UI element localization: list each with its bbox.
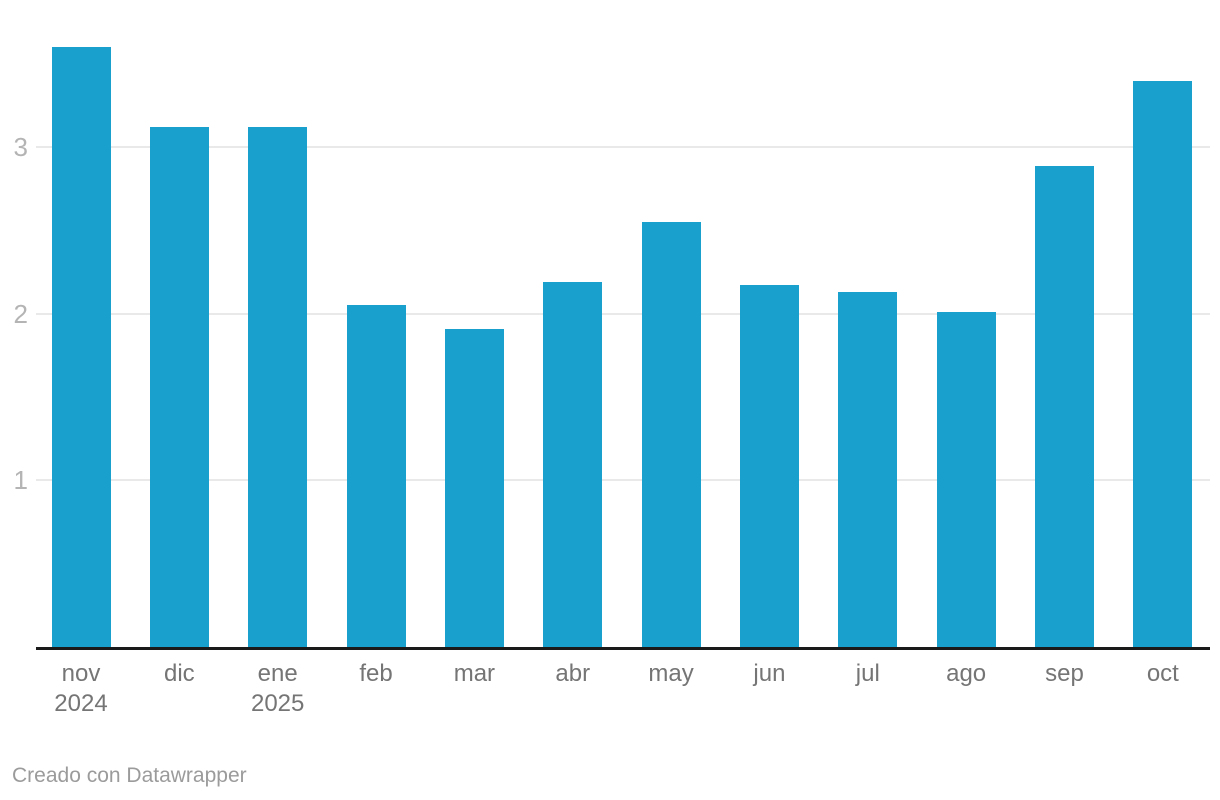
x-axis-tick-label: mar: [404, 659, 544, 689]
bar-abr[interactable]: [543, 282, 603, 647]
bar-ago[interactable]: [936, 312, 996, 647]
year-label: 2025: [250, 690, 305, 717]
bar-chart: 1 2 3 nov 2024 dic ene 2025 feb mar abr may jun jul ag…: [11, 47, 1220, 719]
datawrapper-attribution: Creado con Datawrapper: [12, 764, 247, 787]
x-axis-baseline: [36, 647, 1210, 650]
bar-feb[interactable]: [346, 305, 406, 647]
bar-dic[interactable]: [149, 127, 209, 647]
x-axis-tick-label: sep: [995, 659, 1135, 689]
x-axis-tick-label: jul: [798, 659, 938, 689]
gridline: [36, 479, 1210, 482]
bar-oct[interactable]: [1133, 80, 1193, 647]
bar-may[interactable]: [641, 222, 701, 647]
bar-jun[interactable]: [739, 285, 799, 647]
month-label: may: [648, 660, 694, 687]
bar-mar[interactable]: [444, 328, 504, 647]
month-label: jul: [855, 660, 880, 687]
bar-nov[interactable]: [51, 47, 111, 647]
month-label: sep: [1045, 660, 1084, 687]
month-label: abr: [555, 660, 591, 687]
y-axis-tick-label: 2: [13, 298, 28, 329]
x-axis-tick-label: may: [601, 659, 741, 689]
y-axis-tick-label: 3: [13, 132, 28, 163]
bar-jul[interactable]: [838, 292, 898, 647]
x-axis-tick-label: ene 2025: [208, 659, 348, 719]
month-label: feb: [359, 660, 393, 687]
month-label: dic: [164, 660, 195, 687]
bar-ene[interactable]: [248, 127, 308, 647]
bar-sep[interactable]: [1035, 165, 1094, 647]
x-axis-tick-label: nov 2024: [11, 659, 151, 719]
month-label: ene: [257, 660, 298, 687]
x-axis-tick-label: ago: [896, 659, 1036, 689]
month-label: jun: [753, 660, 786, 687]
month-label: ago: [946, 660, 987, 687]
y-axis-tick-label: 1: [13, 465, 28, 496]
gridline: [36, 146, 1210, 149]
month-label: mar: [453, 660, 496, 687]
x-axis-tick-label: jun: [699, 659, 839, 689]
gridline: [36, 312, 1210, 315]
month-label: nov: [61, 660, 101, 687]
x-axis-tick-label: feb: [306, 659, 446, 689]
x-axis-tick-label: abr: [503, 659, 643, 689]
x-axis-tick-label: dic: [109, 659, 249, 689]
month-label: oct: [1146, 660, 1179, 687]
year-label: 2024: [54, 690, 108, 717]
x-axis-tick-label: oct: [1093, 659, 1220, 689]
